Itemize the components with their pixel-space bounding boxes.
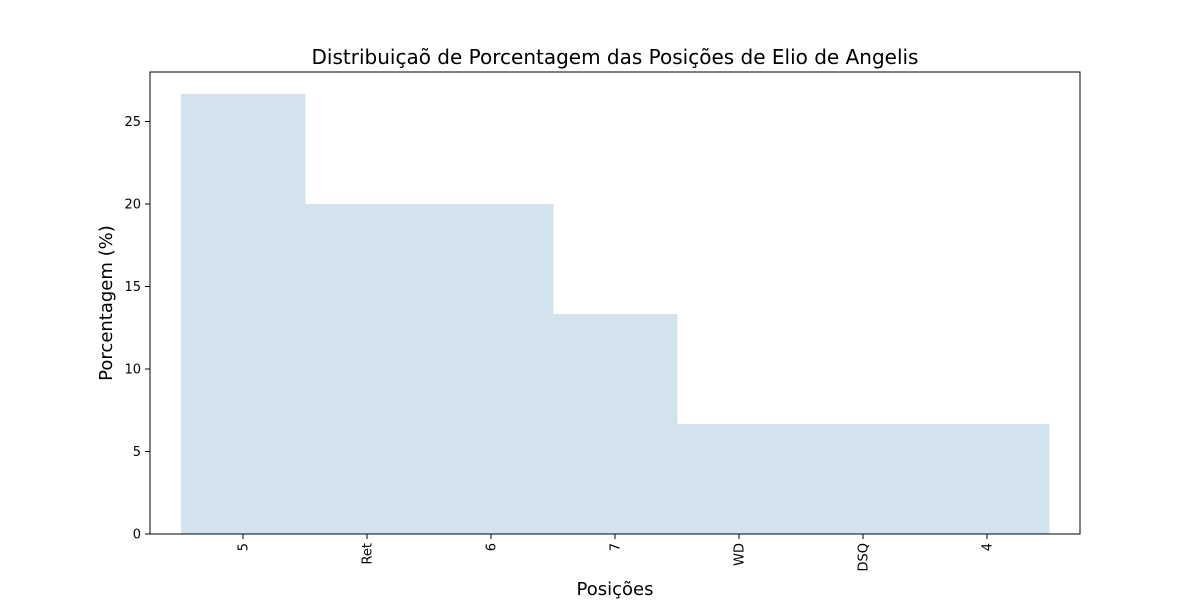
y-tick-label: 0 [133,528,141,543]
x-tick-label: Ret [361,543,376,565]
y-axis: 0 5 10 15 20 25 [124,115,150,543]
x-tick-label: DSQ [857,543,872,572]
x-axis: 5 Ret 6 7 WD DSQ 4 [237,534,996,572]
y-axis-label: Porcentagem (%) [96,225,117,381]
area-step-7 [553,314,678,534]
y-tick-label: 20 [124,198,141,213]
area-step-DSQ [801,423,926,534]
x-tick-label: 7 [609,543,624,551]
y-tick-label: 25 [124,115,141,130]
area-step-6 [429,204,554,534]
y-tick-label: 15 [124,280,141,295]
area-step-5 [181,93,306,534]
chart-title: Distribuiçaõ de Porcentagem das Posições… [312,45,919,69]
x-tick-label: 5 [237,543,252,551]
area-step-WD [677,423,802,534]
x-axis-label: Posições [577,579,654,600]
x-tick-label: WD [733,543,748,566]
plot-area [149,71,1081,535]
series-layer [181,93,1050,534]
y-tick-label: 5 [133,445,141,460]
x-tick-label: 4 [981,543,996,551]
x-tick-label: 6 [485,543,500,551]
y-tick-label: 10 [124,363,141,378]
area-step-Ret [305,204,430,534]
area-step-4 [925,423,1050,534]
